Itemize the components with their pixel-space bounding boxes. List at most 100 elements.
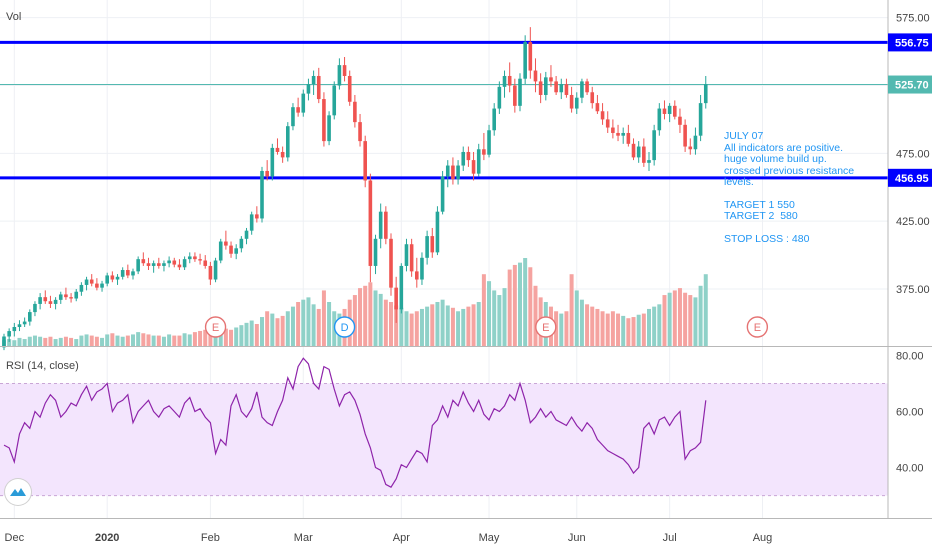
candle[interactable] bbox=[7, 331, 11, 337]
candle[interactable] bbox=[120, 270, 125, 277]
event-marker[interactable] bbox=[746, 316, 769, 338]
candle[interactable] bbox=[306, 84, 311, 94]
candle[interactable] bbox=[141, 259, 146, 264]
candle[interactable] bbox=[337, 65, 342, 86]
candle[interactable] bbox=[476, 149, 481, 174]
chart-note[interactable]: JULY 07 All indicators are positive. hug… bbox=[724, 130, 854, 245]
candle[interactable] bbox=[162, 263, 166, 266]
candle[interactable] bbox=[74, 291, 79, 299]
candle[interactable] bbox=[678, 116, 682, 125]
candle[interactable] bbox=[239, 238, 244, 249]
event-marker[interactable] bbox=[535, 316, 557, 338]
candle[interactable] bbox=[234, 248, 238, 254]
candle[interactable] bbox=[528, 42, 533, 71]
candlesticks[interactable] bbox=[2, 27, 708, 351]
candle[interactable] bbox=[492, 108, 496, 131]
candle[interactable] bbox=[600, 111, 605, 120]
event-marker[interactable] bbox=[333, 316, 356, 338]
candle[interactable] bbox=[513, 85, 517, 106]
candle[interactable] bbox=[89, 279, 94, 284]
candle[interactable] bbox=[182, 259, 187, 268]
candle[interactable] bbox=[621, 132, 625, 136]
candle[interactable] bbox=[358, 122, 362, 142]
candle[interactable] bbox=[420, 257, 424, 280]
candle[interactable] bbox=[487, 130, 491, 155]
candle[interactable] bbox=[605, 119, 610, 128]
candle[interactable] bbox=[347, 75, 352, 102]
candle[interactable] bbox=[110, 275, 115, 280]
candle[interactable] bbox=[559, 84, 564, 93]
candle[interactable] bbox=[394, 287, 398, 310]
candle[interactable] bbox=[698, 103, 703, 136]
candle[interactable] bbox=[311, 75, 316, 85]
candle[interactable] bbox=[193, 256, 197, 260]
candle[interactable] bbox=[17, 324, 22, 328]
candle[interactable] bbox=[249, 214, 254, 231]
candle[interactable] bbox=[322, 99, 326, 142]
candle[interactable] bbox=[332, 85, 337, 116]
candle[interactable] bbox=[497, 86, 502, 109]
candle[interactable] bbox=[12, 327, 17, 332]
candle[interactable] bbox=[136, 259, 140, 272]
candle[interactable] bbox=[286, 126, 290, 158]
candle[interactable] bbox=[647, 160, 651, 163]
candle[interactable] bbox=[642, 146, 646, 163]
candle[interactable] bbox=[703, 84, 708, 104]
candle[interactable] bbox=[389, 238, 393, 288]
candle[interactable] bbox=[404, 244, 409, 266]
candle[interactable] bbox=[146, 263, 151, 266]
candle[interactable] bbox=[151, 263, 156, 266]
candle[interactable] bbox=[218, 241, 223, 261]
candle[interactable] bbox=[84, 279, 89, 285]
event-marker[interactable] bbox=[204, 316, 227, 338]
candle[interactable] bbox=[198, 259, 202, 261]
candle[interactable] bbox=[43, 297, 48, 302]
candle[interactable] bbox=[590, 92, 595, 104]
candle[interactable] bbox=[69, 297, 73, 299]
candle[interactable] bbox=[688, 146, 693, 150]
candle[interactable] bbox=[224, 241, 228, 246]
candle[interactable] bbox=[399, 265, 404, 310]
candle[interactable] bbox=[440, 176, 445, 212]
candle[interactable] bbox=[167, 260, 171, 264]
candle[interactable] bbox=[415, 271, 419, 280]
candle[interactable] bbox=[353, 101, 357, 123]
candle[interactable] bbox=[203, 260, 208, 266]
candle[interactable] bbox=[384, 211, 388, 239]
candle[interactable] bbox=[595, 103, 600, 112]
candle[interactable] bbox=[574, 97, 579, 109]
candle[interactable] bbox=[79, 284, 84, 292]
candle[interactable] bbox=[580, 81, 584, 98]
candle[interactable] bbox=[48, 301, 53, 304]
candle[interactable] bbox=[64, 294, 68, 298]
candle[interactable] bbox=[430, 236, 435, 253]
candle[interactable] bbox=[564, 84, 569, 95]
candle[interactable] bbox=[451, 165, 455, 180]
candle[interactable] bbox=[105, 275, 109, 284]
candle[interactable] bbox=[673, 105, 677, 117]
candle[interactable] bbox=[172, 260, 177, 265]
candle[interactable] bbox=[115, 276, 120, 280]
candle[interactable] bbox=[53, 299, 58, 304]
candle[interactable] bbox=[208, 265, 213, 280]
candle[interactable] bbox=[507, 75, 512, 86]
candle[interactable] bbox=[631, 143, 636, 158]
candle[interactable] bbox=[456, 165, 460, 180]
candle[interactable] bbox=[373, 238, 378, 266]
candle[interactable] bbox=[461, 151, 466, 166]
candle[interactable] bbox=[518, 78, 522, 106]
candle[interactable] bbox=[471, 160, 476, 174]
candle[interactable] bbox=[425, 236, 429, 258]
candle[interactable] bbox=[177, 264, 182, 268]
candle[interactable] bbox=[482, 149, 486, 155]
candle[interactable] bbox=[378, 211, 383, 239]
candle[interactable] bbox=[662, 108, 667, 114]
candle[interactable] bbox=[533, 70, 538, 82]
candle[interactable] bbox=[58, 294, 63, 300]
candle[interactable] bbox=[131, 271, 135, 276]
candle[interactable] bbox=[296, 107, 300, 113]
candle[interactable] bbox=[301, 93, 306, 113]
candle[interactable] bbox=[270, 147, 275, 177]
